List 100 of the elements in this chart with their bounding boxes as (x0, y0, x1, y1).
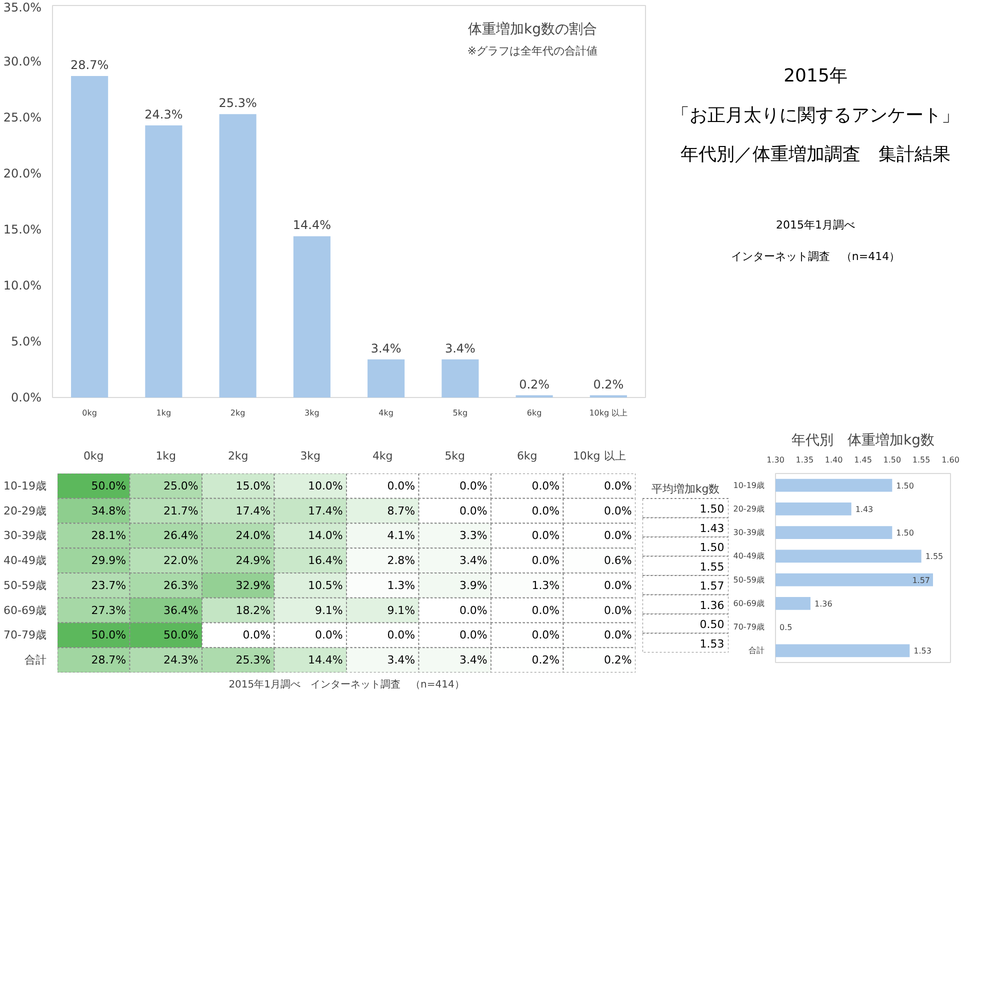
text: 1.53 (700, 637, 724, 650)
x-tick-label: 2kg (228, 450, 248, 462)
text: 2015年1月調べ (776, 218, 856, 232)
data-label: 28.7% (70, 58, 109, 72)
data-label: 3.4% (459, 654, 488, 667)
text: 1.57 (700, 580, 724, 593)
data-label: 0.2% (593, 377, 624, 392)
bar (219, 114, 256, 398)
y-tick-label: 20-29歳 (733, 504, 765, 514)
data-label: 1.50 (896, 481, 914, 490)
data-label: 27.3% (91, 604, 126, 617)
data-label: 34.8% (91, 504, 126, 518)
y-tick-label: 合計 (748, 646, 764, 656)
text: 1.55 (700, 560, 724, 574)
y-tick-label: 15.0% (3, 222, 42, 236)
y-tick-label: 40-49歳 (4, 554, 47, 568)
data-label: 0.0% (387, 628, 416, 642)
data-label: 0.6% (604, 554, 632, 568)
y-tick-label: 30-39歳 (4, 529, 47, 542)
x-tick-label: 1.45 (854, 456, 872, 464)
data-label: 8.7% (387, 504, 416, 518)
text: 体重増加kg数の割合 (468, 20, 598, 38)
text: 1.50 (700, 541, 724, 554)
data-label: 0.0% (604, 504, 632, 518)
data-label: 0.0% (604, 578, 632, 592)
y-tick-label: 10-19歳 (4, 479, 47, 492)
data-label: 24.3% (144, 107, 183, 122)
data-label: 3.4% (370, 341, 402, 356)
data-label: 3.4% (387, 654, 416, 667)
y-tick-label: 10-19歳 (733, 480, 765, 490)
data-label: 0.0% (532, 628, 560, 642)
text: 0.5 (780, 623, 792, 632)
y-tick-label: 20-29歳 (4, 504, 47, 518)
bar (71, 76, 108, 398)
data-label: 26.3% (163, 578, 198, 592)
data-label: 16.4% (308, 554, 343, 568)
data-label: 0.0% (604, 479, 632, 492)
text: インターネット調査 （n=414） (730, 250, 900, 263)
y-tick-label: 25.0% (3, 110, 42, 124)
x-tick-label: 4kg (378, 408, 394, 418)
data-label: 1.3% (532, 578, 560, 592)
data-label: 0.0% (532, 479, 560, 492)
x-tick-label: 1.30 (766, 456, 784, 464)
y-tick-label: 10.0% (3, 278, 42, 292)
data-label: 32.9% (236, 578, 271, 592)
text: 2015年 (784, 66, 848, 87)
data-label: 0.0% (459, 604, 488, 617)
x-tick-label: 3kg (300, 450, 321, 462)
y-tick-label: 60-69歳 (4, 604, 47, 617)
text: 平均増加kg数 (651, 482, 720, 496)
x-tick-label: 5kg (452, 408, 468, 418)
data-label: 0.0% (459, 479, 488, 492)
data-label: 15.0% (236, 479, 271, 492)
data-label: 14.0% (308, 529, 343, 542)
bar (293, 236, 330, 398)
data-label: 25.3% (218, 96, 257, 110)
data-label: 3.9% (459, 578, 488, 592)
data-label: 1.36 (814, 599, 832, 608)
x-tick-label: 1.40 (824, 456, 843, 464)
data-label: 50.0% (163, 628, 198, 642)
data-label: 22.0% (163, 554, 198, 568)
data-label: 29.9% (91, 554, 126, 568)
data-label: 18.2% (236, 604, 271, 617)
data-label: 0.0% (459, 628, 488, 642)
data-label: 0.0% (604, 604, 632, 617)
x-tick-label: 0kg (83, 450, 104, 462)
data-label: 0.0% (387, 479, 416, 492)
data-label: 0.2% (532, 654, 560, 667)
data-label: 0.0% (532, 554, 560, 568)
data-label: 24.9% (236, 554, 271, 568)
x-tick-label: 10kg 以上 (572, 450, 626, 462)
data-label: 26.4% (163, 529, 198, 542)
x-tick-label: 1kg (156, 450, 176, 462)
x-tick-label: 4kg (372, 450, 393, 462)
data-label: 2.8% (387, 554, 416, 568)
data-label: 24.0% (236, 529, 271, 542)
data-label: 1.50 (896, 528, 914, 538)
x-tick-label: 6kg (516, 450, 538, 462)
data-label: 0.2% (519, 377, 550, 392)
y-tick-label: 30-39歳 (733, 528, 765, 538)
data-label: 9.1% (387, 604, 416, 617)
data-label: 0.0% (532, 604, 560, 617)
y-tick-label: 30.0% (3, 54, 42, 68)
text: ※グラフは全年代の合計値 (467, 44, 598, 58)
data-label: 0.0% (314, 628, 343, 642)
x-tick-label: 5kg (444, 450, 466, 462)
y-tick-label: 20.0% (3, 166, 42, 180)
text: 1.50 (700, 502, 724, 516)
x-tick-label: 3kg (304, 408, 320, 418)
data-label: 3.4% (444, 341, 476, 356)
y-tick-label: 5.0% (11, 334, 42, 348)
data-label: 0.2% (604, 654, 632, 667)
text: 0.50 (700, 618, 724, 632)
data-label: 1.53 (914, 646, 932, 656)
data-label: 1.3% (387, 578, 416, 592)
x-tick-label: 2kg (230, 408, 246, 418)
data-label: 10.0% (308, 479, 343, 492)
x-tick-label: 1kg (156, 408, 172, 418)
data-label: 50.0% (91, 479, 126, 492)
bar (145, 125, 182, 398)
